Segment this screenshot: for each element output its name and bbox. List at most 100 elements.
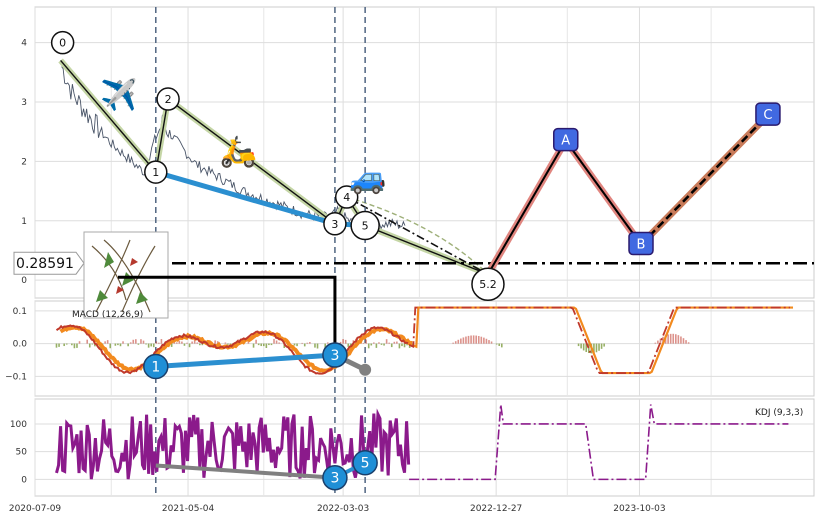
zigzag-marker-1: [144, 160, 168, 184]
macd-hist-bar: [680, 336, 682, 344]
macd-hist-bar: [227, 343, 229, 345]
macd-hist-bar: [275, 340, 278, 344]
macd-hist-bar: [495, 343, 498, 345]
macd-hist-bar: [137, 343, 140, 345]
macd-hist-bar: [94, 343, 96, 347]
price-y-tick-4: 4: [21, 39, 27, 49]
macd-hist-bar: [199, 343, 201, 346]
macd-hist-bar: [470, 335, 472, 344]
macd-hist-bar: [170, 343, 173, 347]
macd-marker-label-3: 3: [330, 348, 339, 364]
macd-hist-bar: [587, 343, 590, 354]
macd-hist-bar: [488, 340, 490, 344]
macd-hist-bar: [677, 335, 680, 344]
macd-hist-bar: [270, 343, 273, 346]
macd-hist-bar: [380, 343, 383, 345]
abc-line-dashed: [640, 114, 769, 246]
macd-hist-bar: [460, 338, 462, 344]
macd-hist-bar: [580, 343, 582, 349]
zigzag-marker-5: [350, 210, 380, 241]
macd-hist-bar: [595, 343, 598, 353]
abc-marker-B: [628, 231, 654, 256]
macd-hist-bar: [142, 340, 145, 344]
macd-hist-bar: [500, 343, 503, 348]
macd-hist-bar: [88, 343, 91, 348]
zigzag-marker-4: [334, 185, 359, 209]
zigzag-label-2: 2: [165, 93, 172, 106]
macd-hist-bar: [485, 338, 488, 344]
macd-hist-bar: [457, 339, 460, 344]
macd-hist-bar: [393, 341, 396, 344]
macd-hist-bar: [585, 343, 588, 353]
macd-hist-bar: [472, 335, 475, 344]
macd-hist-bar: [114, 343, 117, 346]
macd-hist-bar: [65, 343, 68, 345]
macd-hist-bar: [122, 341, 124, 344]
macd-hist-bar: [152, 343, 155, 348]
macd-hist-bar: [314, 343, 316, 348]
macd-hist-bar: [339, 341, 342, 344]
kdj-trend-gray: [155, 463, 336, 480]
macd-hist-bar: [344, 339, 347, 344]
macd-hist-bar: [178, 340, 181, 344]
macd-hist-bar: [475, 335, 477, 344]
macd-hist-bar: [465, 336, 467, 344]
macd-hist-bar: [347, 343, 350, 347]
macd-marker-end: [359, 363, 372, 376]
macd-hist-bar: [63, 343, 65, 347]
scooter-icon: 🛵: [220, 134, 257, 169]
car-icon: 🚙: [349, 161, 386, 196]
macd-hist-bar: [175, 342, 178, 344]
macd-hist-bar: [160, 339, 163, 344]
macd-hist-bar: [401, 343, 403, 347]
inset-thumbnail: [83, 231, 169, 319]
bracket-line: [118, 275, 337, 356]
zigzag-label-5: 5: [362, 220, 369, 233]
macd-hist-bar: [600, 343, 603, 349]
zigzag-label-3: 3: [331, 218, 338, 231]
kdj-marker-5: [352, 449, 378, 476]
x-tick-label-0: 2020-07-09: [9, 504, 62, 514]
macd-hist-bar: [214, 340, 216, 344]
macd-hist-bar: [370, 343, 373, 346]
zigzag-marker-0: [50, 30, 75, 55]
macd-hist-bar: [388, 342, 390, 344]
macd-panel-label: MACD (12,26,9): [72, 310, 143, 320]
macd-hist-bar: [155, 341, 158, 344]
macd-y-tick-1: 0.0: [13, 340, 28, 350]
macd-hist-bar: [255, 339, 257, 344]
kdj-panel-label: KDJ (9,3,3): [755, 408, 803, 418]
macd-hist-bar: [158, 342, 160, 344]
price-y-tick-0: 0: [21, 276, 27, 286]
macd-hist-bar: [268, 343, 270, 346]
zigzag-marker-2: [156, 87, 180, 111]
abc-marker-C: [755, 102, 781, 126]
macd-hist-bar: [326, 342, 329, 344]
grid-layer: [34, 6, 815, 497]
price-line: [61, 66, 406, 232]
macd-hist-bar: [106, 340, 109, 344]
macd-hist-bar: [367, 343, 370, 349]
macd-hist-bar: [278, 342, 280, 344]
macd-y-tick-2: −0.1: [5, 372, 27, 382]
macd-hist-bar: [406, 343, 408, 346]
macd-marker-label-1: 1: [151, 360, 160, 376]
macd-hist-bar: [467, 335, 470, 344]
macd-hist-bar: [316, 343, 319, 349]
macd-hist-bar: [403, 343, 406, 348]
macd-marker-3: [322, 342, 348, 368]
price-y-tick-3: 3: [21, 98, 27, 108]
macd-hist-bar: [454, 341, 457, 344]
macd-hist-bar: [196, 342, 199, 344]
macd-hist-bar: [675, 334, 677, 344]
macd-hist-bar: [86, 339, 89, 344]
macd-trend-blue: [155, 352, 336, 370]
zigzag-label-5.2: 5.2: [479, 278, 497, 291]
macd-hist-bar: [224, 342, 227, 344]
macd-hist-bar: [462, 337, 465, 344]
price-y-tick-2: 2: [21, 157, 27, 167]
value-callout: 0.28591: [13, 251, 85, 275]
x-tick-label-2: 2022-03-03: [317, 504, 369, 514]
abc-label-C: C: [763, 108, 772, 123]
